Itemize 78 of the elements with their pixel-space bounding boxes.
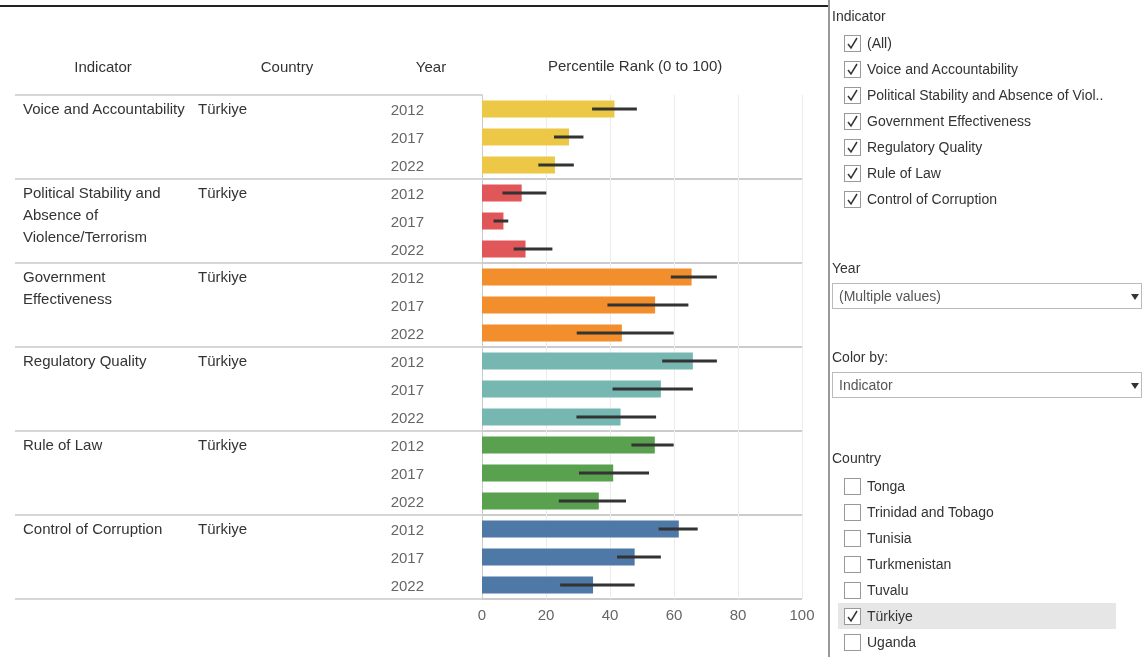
text: Regulatory Quality xyxy=(23,351,148,371)
text: Rule of Law xyxy=(23,435,104,455)
y-tick-label: 2022 xyxy=(390,240,424,258)
y-tick-label: 2012 xyxy=(390,352,424,370)
text: Türkiye xyxy=(198,351,248,371)
y-tick-label: 2012 xyxy=(390,268,424,286)
y-tick-label: 2017 xyxy=(390,128,424,146)
text: Year xyxy=(414,57,448,77)
text: Türkiye xyxy=(198,99,248,119)
x-tick-label: 40 xyxy=(601,606,619,623)
text: Tonga xyxy=(867,478,906,494)
y-tick-label: 2022 xyxy=(390,576,424,594)
text: Tuvalu xyxy=(867,582,909,598)
text: Rule of Law xyxy=(867,165,941,181)
text: Indicator xyxy=(839,377,893,393)
bar xyxy=(482,408,621,426)
y-tick-label: 2022 xyxy=(390,408,424,426)
text: (All) xyxy=(867,35,892,51)
text: Voice and Accountability xyxy=(23,99,186,119)
text: Political Stability and Absence of Violence/Terrorism xyxy=(23,183,162,247)
bar xyxy=(482,156,555,174)
x-tick-label: 60 xyxy=(665,606,683,623)
x-axis-title: Percentile Rank (0 to 100) xyxy=(548,57,723,74)
y-tick-label: 2017 xyxy=(390,296,424,314)
text: Indicator xyxy=(832,8,886,24)
bar xyxy=(482,240,526,258)
y-tick-label: 2012 xyxy=(390,520,424,538)
y-tick-label: 2012 xyxy=(390,436,424,454)
y-tick-label: 2022 xyxy=(390,324,424,342)
bar xyxy=(482,492,599,510)
text: Türkiye xyxy=(198,267,248,287)
bar xyxy=(482,212,504,230)
text: Turkmenistan xyxy=(867,556,952,572)
bar xyxy=(482,380,661,398)
text: Regulatory Quality xyxy=(867,139,983,155)
text: Country xyxy=(259,57,315,77)
y-tick-label: 2012 xyxy=(390,184,424,202)
text: Türkiye xyxy=(198,519,248,539)
x-tick-label: 0 xyxy=(477,606,487,623)
x-tick-label: 100 xyxy=(789,606,815,623)
text: Indicator xyxy=(73,57,133,77)
bar xyxy=(482,100,615,118)
y-tick-label: 2022 xyxy=(390,156,424,174)
text: Government Effectiveness xyxy=(23,267,113,309)
y-tick-label: 2017 xyxy=(390,380,424,398)
text: Control of Corruption xyxy=(23,519,164,539)
y-tick-label: 2017 xyxy=(390,464,424,482)
text: Control of Corruption xyxy=(867,191,997,207)
bar xyxy=(482,576,594,594)
bar xyxy=(482,128,570,146)
y-tick-label: 2017 xyxy=(390,548,424,566)
text: Trinidad and Tobago xyxy=(867,504,994,520)
bar xyxy=(482,184,522,202)
bar xyxy=(482,268,692,286)
text: Türkiye xyxy=(198,183,248,203)
y-tick-label: 2017 xyxy=(390,212,424,230)
bar xyxy=(482,296,656,314)
x-tick-label: 20 xyxy=(537,606,555,623)
bar xyxy=(482,548,635,566)
bar xyxy=(482,520,679,538)
x-tick-label: 80 xyxy=(729,606,747,623)
bar xyxy=(482,324,622,342)
y-tick-label: 2012 xyxy=(390,100,424,118)
text: Year xyxy=(832,260,861,276)
text: Tunisia xyxy=(867,530,912,546)
text: Voice and Accountability xyxy=(867,61,1018,77)
text: Government Effectiveness xyxy=(867,113,1031,129)
bar xyxy=(482,352,693,370)
text: Political Stability and Absence of Viol.. xyxy=(867,87,1104,103)
text: Türkiye xyxy=(867,608,913,624)
text: Country xyxy=(832,450,882,466)
text: Türkiye xyxy=(198,435,248,455)
bar xyxy=(482,464,614,482)
bar xyxy=(482,436,655,454)
text: Color by: xyxy=(832,349,889,365)
text: Uganda xyxy=(867,634,917,650)
y-tick-label: 2022 xyxy=(390,492,424,510)
text: (Multiple values) xyxy=(839,288,941,304)
